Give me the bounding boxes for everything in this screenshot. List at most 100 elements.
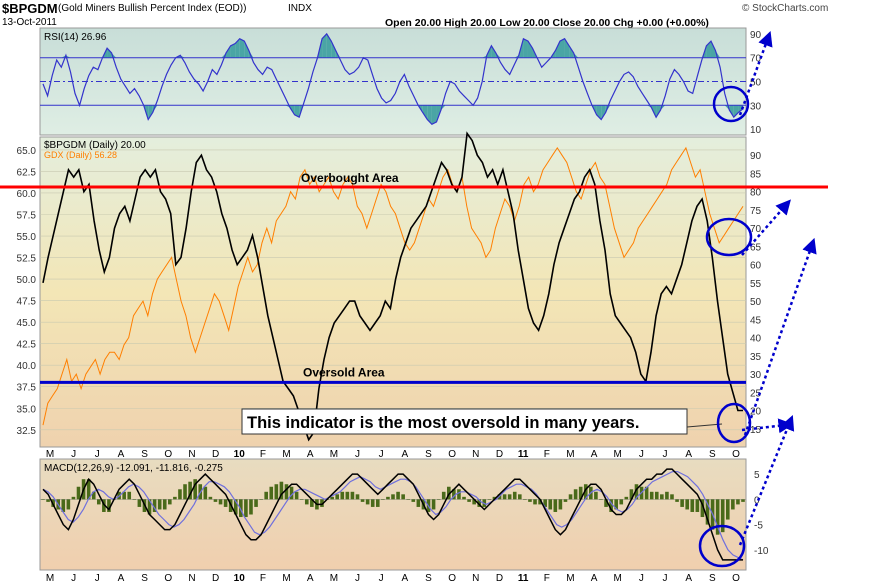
rsi-oversold-fill [431,105,437,125]
price-x-label: D [496,449,503,460]
macd-histogram-bar [518,494,522,500]
price-x-label: O [164,449,172,460]
callout-text: This indicator is the most oversold in m… [247,414,639,432]
macd-histogram-bar [685,499,690,510]
macd-histogram-bar [396,491,400,500]
left-tick-label: 60.0 [17,189,37,200]
rsi-overbought-fill [523,38,528,58]
macd-histogram-bar [472,499,476,505]
macd-x-label: J [663,573,668,584]
macd-histogram-bar [406,499,411,500]
rsi-overbought-fill [230,43,236,58]
macd-histogram-bar [441,491,446,500]
macd-histogram-bar [96,499,101,505]
macd-x-label: A [591,573,598,584]
macd-histogram-bar [670,494,674,500]
macd-histogram-bar [208,496,213,500]
macd-histogram-bar [132,499,137,500]
macd-histogram-bar [725,499,730,520]
macd-histogram-bar [365,499,370,505]
macd-x-label: J [71,573,76,584]
macd-x-label: M [46,573,54,584]
chart-symbol: $BPGDM [2,1,58,16]
price-x-label: F [260,449,266,460]
macd-histogram-bar [76,486,81,500]
macd-tick-label: 5 [754,470,760,481]
macd-x-label: O [164,573,172,584]
rsi-overbought-fill [248,50,254,58]
macd-histogram-bar [558,499,563,510]
macd-histogram-bar [477,499,482,507]
macd-x-label: O [732,573,740,584]
rsi-oversold-fill [605,105,611,113]
right-tick-label: 80 [750,188,762,199]
macd-histogram-bar [573,489,578,500]
macd-x-label: M [566,573,574,584]
macd-x-label: 11 [518,573,529,584]
macd-histogram-bar [370,499,375,507]
macd-histogram-bar [624,496,629,500]
rsi-overbought-fill [527,41,533,58]
macd-histogram-bar [233,499,238,515]
macd-histogram-bar [249,499,253,515]
macd-x-label: 10 [234,573,246,584]
macd-histogram-bar [416,499,421,507]
macd-histogram-bar [741,499,745,502]
macd-histogram-bar [168,499,172,505]
price-x-label: J [379,449,384,460]
macd-histogram-bar [665,491,669,500]
macd-histogram-bar [213,499,218,502]
macd-x-label: A [401,573,408,584]
right-tick-label: 75 [750,206,762,217]
macd-histogram-bar [127,491,132,500]
price-x-label: O [448,449,456,460]
macd-histogram-bar [218,499,223,505]
price-x-label: M [330,449,338,460]
left-tick-label: 55.0 [17,232,37,243]
macd-histogram-bar [583,484,588,500]
macd-histogram-bar [162,499,167,510]
callout-pointer [686,423,723,428]
macd-x-label: J [95,573,100,584]
macd-histogram-bar [122,491,126,500]
macd-histogram-bar [578,486,583,500]
macd-histogram-bar [675,499,679,502]
rsi-line [42,32,744,126]
dotted-arrow [741,199,791,256]
gdx-line [42,146,744,426]
price-x-label: J [95,449,100,460]
macd-histogram-bar [254,499,258,507]
macd-histogram-bar [350,491,355,500]
price-x-label: J [71,449,76,460]
left-tick-label: 35.0 [17,404,37,415]
price-x-label: S [141,449,148,460]
price-x-label: M [46,449,54,460]
right-tick-label: 40 [750,334,762,345]
exchange-label: INDX [288,3,312,14]
macd-x-label: J [639,573,644,584]
price-x-label: N [472,449,479,460]
macd-tick-label: 0 [754,495,760,506]
macd-histogram-bar [533,499,537,505]
macd-histogram-bar [345,491,350,500]
right-tick-label: 35 [750,352,762,363]
macd-histogram-bar [548,499,553,510]
macd-histogram-bar [629,489,634,500]
macd-x-label: S [141,573,148,584]
rsi-overbought-fill [569,45,574,58]
price-x-label: M [614,449,622,460]
macd-histogram-bar [223,499,228,507]
right-tick-label: 30 [750,370,762,381]
callout-box [241,408,688,435]
price-x-label: 11 [518,449,529,460]
right-tick-label: 70 [750,224,762,235]
macd-x-label: N [188,573,195,584]
macd-histogram-bar [690,499,695,512]
price-x-label: A [591,449,598,460]
macd-histogram-bar [594,491,598,500]
right-tick-label: 20 [750,407,762,418]
macd-histogram-bar [335,494,340,500]
chart-date: 13-Oct-2011 [2,17,57,28]
macd-histogram-bar [695,499,700,512]
right-tick-label: 65 [750,242,762,253]
